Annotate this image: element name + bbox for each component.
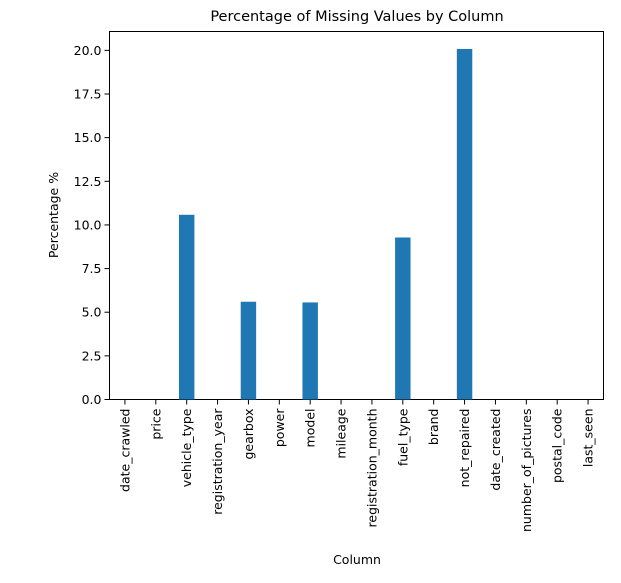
x-tick-label: not_repaired <box>457 409 472 488</box>
x-tick-label: model <box>303 409 318 448</box>
bar <box>395 237 411 400</box>
y-tick-label: 17.5 <box>74 86 102 101</box>
bar <box>240 301 257 400</box>
x-tick-label: mileage <box>334 408 349 458</box>
x-tick-label: registration_month <box>364 409 379 528</box>
x-tick-label: brand <box>426 409 441 446</box>
x-tick-label: last_seen <box>581 409 596 468</box>
x-tick-label: date_crawled <box>117 409 132 492</box>
x-tick-label: vehicle_type <box>179 408 194 487</box>
y-axis: 0.0 2.5 5.0 7.5 10.0 12.5 15.0 17.5 20.0 <box>74 43 110 407</box>
bar-series <box>178 48 473 400</box>
bar <box>302 302 318 400</box>
y-tick-label: 20.0 <box>74 43 102 58</box>
x-axis: date_crawled price vehicle_type registratio… <box>117 399 596 533</box>
x-tick-label: date_created <box>488 409 503 491</box>
x-tick-label: number_of_pictures <box>519 409 534 533</box>
x-tick-label: fuel_type <box>395 408 410 466</box>
bar <box>456 48 473 400</box>
y-axis-label: Percentage % <box>46 172 61 258</box>
x-tick-label: power <box>272 408 287 447</box>
x-tick-label: postal_code <box>550 408 565 483</box>
x-axis-label: Column <box>333 552 381 567</box>
y-tick-label: 12.5 <box>74 174 102 189</box>
y-tick-label: 2.5 <box>82 348 102 363</box>
x-tick-label: registration_year <box>210 408 225 515</box>
y-tick-label: 15.0 <box>74 130 102 145</box>
bar <box>178 214 195 400</box>
y-tick-label: 10.0 <box>74 217 102 232</box>
y-tick-label: 7.5 <box>82 261 102 276</box>
y-tick-label: 0.0 <box>82 392 102 407</box>
chart-title: Percentage of Missing Values by Column <box>210 9 503 25</box>
plot-area-frame <box>109 31 604 400</box>
y-tick-label: 5.0 <box>82 305 102 320</box>
x-tick-label: gearbox <box>241 409 256 460</box>
x-tick-label: price <box>148 408 163 439</box>
